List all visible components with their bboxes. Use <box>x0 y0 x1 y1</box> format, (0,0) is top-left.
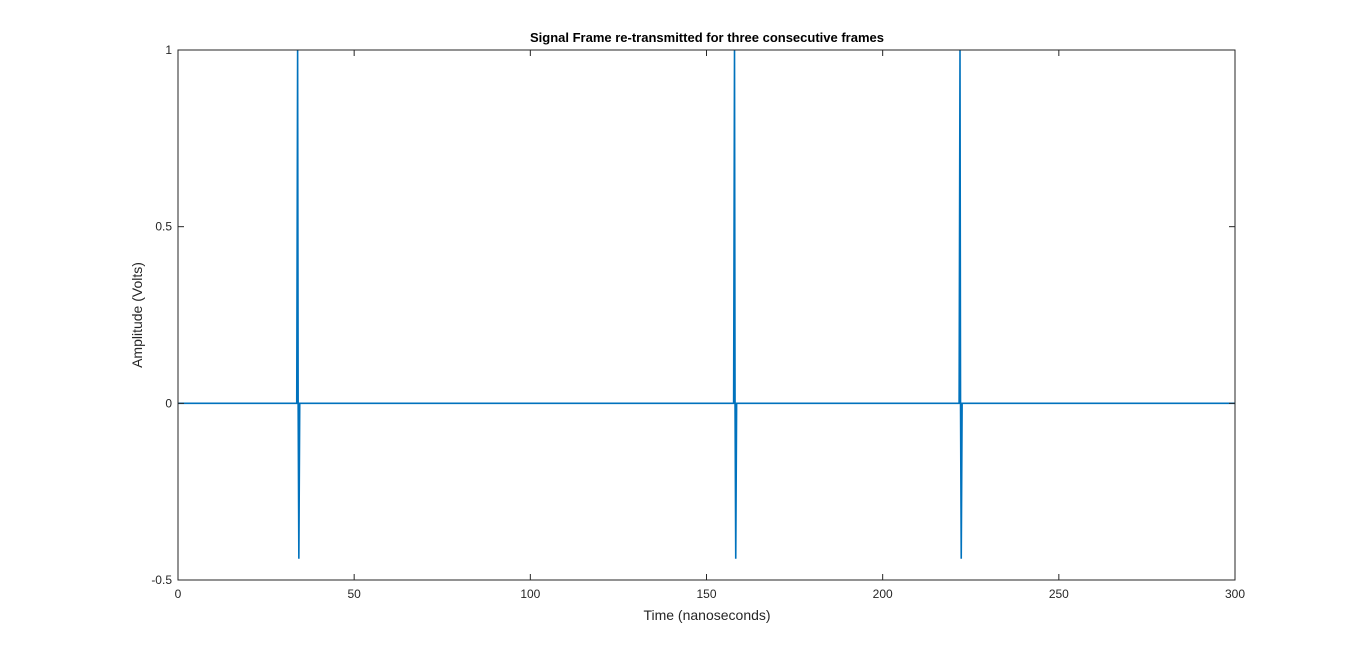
x-axis-label: Time (nanoseconds) <box>643 607 770 623</box>
series-line-1 <box>178 49 1235 559</box>
chart-title: Signal Frame re-transmitted for three co… <box>530 30 884 45</box>
x-tick-label: 300 <box>1225 587 1245 601</box>
x-axis: 0 50 100 150 200 250 300 <box>175 50 1245 601</box>
y-axis: -0.5 0 0.5 1 <box>151 43 1235 587</box>
x-tick-label: 0 <box>175 587 182 601</box>
x-tick-label: 250 <box>1049 587 1069 601</box>
y-tick-label: -0.5 <box>151 573 172 587</box>
x-tick-label: 50 <box>347 587 361 601</box>
y-tick-label: 1 <box>165 43 172 57</box>
x-tick-label: 200 <box>873 587 893 601</box>
y-axis-label: Amplitude (Volts) <box>129 262 145 368</box>
x-tick-label: 150 <box>696 587 716 601</box>
data-series <box>178 49 1235 559</box>
plot-area <box>178 50 1235 580</box>
x-tick-label: 100 <box>520 587 540 601</box>
y-tick-label: 0.5 <box>155 220 172 234</box>
y-tick-label: 0 <box>165 396 172 410</box>
